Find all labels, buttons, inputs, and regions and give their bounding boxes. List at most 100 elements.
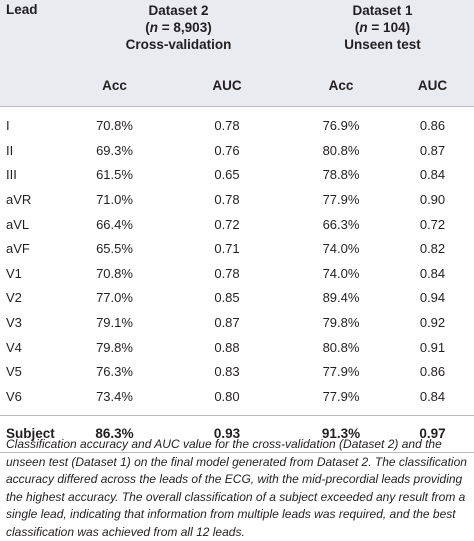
dataset-2-n-value: = 8,903) — [158, 20, 212, 35]
table-row: II 69.3% 0.76 80.8% 0.87 — [0, 138, 474, 163]
cell-auc-dataset-1: 0.91 — [419, 339, 446, 355]
table-row: aVF 65.5% 0.71 74.0% 0.82 — [0, 236, 474, 261]
table-caption: Classification accuracy and AUC value fo… — [6, 437, 467, 539]
dataset-2-group-header: Dataset 2 (n = 8,903) Cross-validation — [66, 0, 291, 66]
acc-header-dataset-1: Acc — [291, 66, 391, 107]
summary-acc-dataset-1: 91.3% — [291, 414, 391, 453]
dataset-2-method: Cross-validation — [125, 37, 232, 52]
cell-auc-dataset-2: 0.87 — [214, 315, 240, 331]
cell-lead: V3 — [6, 315, 22, 331]
cell-acc-dataset-2: 61.5% — [96, 167, 133, 183]
cell-lead: II — [6, 142, 14, 158]
cell-auc-dataset-2: 0.78 — [214, 265, 240, 281]
dataset-1-size: (n = 104) — [354, 20, 411, 35]
cell-auc-dataset-2: 0.78 — [214, 192, 240, 208]
table-row: V4 79.8% 0.88 80.8% 0.91 — [0, 335, 474, 360]
cell-acc-dataset-2: 73.4% — [96, 388, 133, 404]
cell-auc-dataset-2: 0.78 — [214, 118, 240, 134]
cell-acc-dataset-2: 71.0% — [96, 192, 133, 208]
cell-acc-dataset-1: 76.9% — [322, 118, 360, 134]
cell-auc-dataset-1: 0.90 — [419, 192, 446, 208]
cell-acc-dataset-1: 80.8% — [322, 339, 360, 355]
cell-acc-dataset-1: 78.8% — [322, 167, 360, 183]
table-body: I 70.8% 0.78 76.9% 0.86 II 69.3% 0.76 80.8% 0.87 I… — [0, 106, 474, 453]
cell-auc-dataset-2: 0.71 — [214, 241, 240, 257]
dataset-1-n-value: = 104) — [367, 20, 411, 35]
cell-auc-dataset-2: 0.72 — [214, 216, 240, 232]
acc-header-dataset-2: Acc — [66, 66, 163, 107]
cell-auc-dataset-1: 0.86 — [419, 118, 446, 134]
summary-row: Subject 86.3% 0.93 91.3% 0.97 — [0, 414, 474, 453]
cell-acc-dataset-2: 70.8% — [96, 265, 133, 281]
dataset-2-size: (n = 8,903) — [145, 20, 212, 35]
dataset-1-group-header: Dataset 1 (n = 104) Unseen test — [291, 0, 474, 66]
cell-acc-dataset-1: 89.4% — [322, 290, 360, 306]
lead-column-header: Lead — [0, 0, 66, 107]
cell-auc-dataset-1: 0.82 — [419, 241, 446, 257]
table-row: I 70.8% 0.78 76.9% 0.86 — [0, 106, 474, 138]
cell-auc-dataset-1: 0.87 — [419, 142, 446, 158]
summary-auc-dataset-2: 0.93 — [163, 414, 291, 453]
cell-acc-dataset-1: 66.3% — [322, 216, 360, 232]
cell-acc-dataset-2: 79.1% — [96, 315, 133, 331]
dataset-1-n-symbol: n — [359, 20, 368, 35]
cell-acc-dataset-2: 77.0% — [96, 290, 133, 306]
cell-auc-dataset-2: 0.83 — [214, 364, 240, 380]
table-header: Lead Dataset 2 (n = 8,903) Cross-validat… — [0, 0, 474, 107]
cell-acc-dataset-2: 65.5% — [96, 241, 133, 257]
table-row: aVL 66.4% 0.72 66.3% 0.72 — [0, 212, 474, 237]
cell-lead: aVL — [6, 216, 30, 232]
summary-acc-dataset-2: 86.3% — [66, 414, 163, 453]
cell-auc-dataset-2: 0.76 — [214, 142, 240, 158]
table-row: V5 76.3% 0.83 77.9% 0.86 — [0, 359, 474, 384]
cell-acc-dataset-2: 70.8% — [96, 118, 133, 134]
cell-acc-dataset-2: 76.3% — [96, 364, 133, 380]
table-row: III 61.5% 0.65 78.8% 0.84 — [0, 163, 474, 188]
cell-lead: V2 — [6, 290, 22, 306]
cell-acc-dataset-2: 66.4% — [96, 216, 133, 232]
cell-lead: aVF — [6, 241, 30, 257]
cell-auc-dataset-2: 0.85 — [214, 290, 240, 306]
dataset-1-name: Dataset 1 — [352, 3, 413, 18]
cell-auc-dataset-2: 0.80 — [214, 388, 240, 404]
cell-acc-dataset-1: 77.9% — [322, 364, 360, 380]
cell-auc-dataset-1: 0.84 — [419, 167, 446, 183]
cell-auc-dataset-1: 0.92 — [419, 315, 446, 331]
cell-lead: III — [6, 167, 17, 183]
cell-auc-dataset-1: 0.84 — [419, 265, 446, 281]
cell-auc-dataset-2: 0.65 — [214, 167, 240, 183]
cell-acc-dataset-1: 74.0% — [322, 241, 360, 257]
cell-auc-dataset-1: 0.86 — [419, 364, 446, 380]
cell-lead: V5 — [6, 364, 22, 380]
dataset-1-method: Unseen test — [344, 37, 421, 52]
cell-acc-dataset-2: 69.3% — [96, 142, 133, 158]
auc-header-dataset-1: AUC — [391, 66, 474, 107]
cell-lead: I — [6, 118, 10, 134]
cell-acc-dataset-1: 77.9% — [322, 388, 360, 404]
cell-lead: V1 — [6, 265, 22, 281]
cell-acc-dataset-2: 79.8% — [96, 339, 133, 355]
table-row: V6 73.4% 0.80 77.9% 0.84 — [0, 384, 474, 415]
summary-auc-dataset-1: 0.97 — [391, 414, 474, 453]
cell-auc-dataset-1: 0.94 — [419, 290, 446, 306]
cell-acc-dataset-1: 77.9% — [322, 192, 360, 208]
results-table: Lead Dataset 2 (n = 8,903) Cross-validat… — [0, 0, 474, 453]
table-row: V3 79.1% 0.87 79.8% 0.92 — [0, 310, 474, 335]
cell-acc-dataset-1: 80.8% — [322, 142, 360, 158]
cell-auc-dataset-2: 0.88 — [214, 339, 240, 355]
table-row: V2 77.0% 0.85 89.4% 0.94 — [0, 286, 474, 311]
cell-auc-dataset-1: 0.72 — [419, 216, 446, 232]
cell-acc-dataset-1: 79.8% — [322, 315, 360, 331]
dataset-2-n-symbol: n — [149, 20, 159, 35]
cell-acc-dataset-1: 74.0% — [322, 265, 360, 281]
cell-auc-dataset-1: 0.84 — [419, 388, 446, 404]
cell-lead: V4 — [6, 339, 22, 355]
cell-lead: V6 — [6, 388, 22, 404]
table-row: aVR 71.0% 0.78 77.9% 0.90 — [0, 187, 474, 212]
summary-lead: Subject — [0, 414, 66, 453]
dataset-2-name: Dataset 2 — [148, 3, 209, 18]
auc-header-dataset-2: AUC — [163, 66, 291, 107]
table-row: V1 70.8% 0.78 74.0% 0.84 — [0, 261, 474, 286]
cell-lead: aVR — [6, 192, 32, 208]
